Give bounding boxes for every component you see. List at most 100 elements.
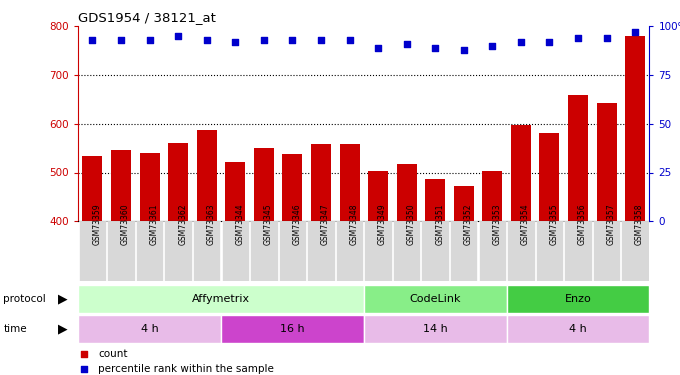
Bar: [482, 171, 503, 221]
Bar: [596, 103, 617, 221]
Point: [258, 37, 269, 43]
Bar: [622, 221, 649, 281]
Text: GDS1954 / 38121_at: GDS1954 / 38121_at: [78, 12, 216, 24]
Bar: [368, 171, 388, 221]
Bar: [79, 221, 106, 281]
Text: GSM73352: GSM73352: [464, 204, 473, 245]
Bar: [454, 186, 474, 221]
Text: GSM73359: GSM73359: [92, 203, 101, 245]
Bar: [507, 315, 649, 343]
Bar: [307, 221, 335, 281]
Bar: [625, 36, 645, 221]
Point: [573, 35, 583, 41]
Text: protocol: protocol: [3, 294, 46, 304]
Bar: [393, 221, 420, 281]
Bar: [139, 153, 160, 221]
Text: ▶: ▶: [58, 293, 68, 306]
Bar: [593, 221, 620, 281]
Text: GSM73345: GSM73345: [264, 203, 273, 245]
Bar: [450, 221, 477, 281]
Text: GSM73344: GSM73344: [235, 203, 244, 245]
Bar: [364, 285, 507, 313]
Bar: [564, 221, 592, 281]
Text: GSM73347: GSM73347: [321, 203, 330, 245]
Bar: [511, 125, 531, 221]
Text: GSM73360: GSM73360: [121, 203, 130, 245]
Point: [410, 166, 421, 172]
Bar: [396, 164, 417, 221]
Bar: [168, 143, 188, 221]
Text: ▶: ▶: [58, 323, 68, 336]
Text: GSM73356: GSM73356: [578, 203, 587, 245]
Bar: [221, 315, 364, 343]
Bar: [364, 221, 392, 281]
Text: Enzo: Enzo: [564, 294, 592, 304]
Bar: [78, 315, 221, 343]
Text: GSM73353: GSM73353: [492, 203, 501, 245]
Point: [344, 37, 355, 43]
Bar: [507, 285, 649, 313]
Point: [630, 29, 641, 35]
Text: GSM73351: GSM73351: [435, 204, 444, 245]
Bar: [539, 132, 560, 221]
Text: GSM73349: GSM73349: [378, 203, 387, 245]
Bar: [82, 156, 103, 221]
Bar: [250, 221, 277, 281]
Bar: [136, 221, 163, 281]
Bar: [279, 221, 306, 281]
Text: 16 h: 16 h: [280, 324, 305, 334]
Point: [316, 37, 326, 43]
Bar: [536, 221, 563, 281]
Bar: [222, 221, 249, 281]
Bar: [311, 144, 331, 221]
Point: [401, 41, 412, 47]
Text: Affymetrix: Affymetrix: [192, 294, 250, 304]
Bar: [282, 154, 303, 221]
Point: [230, 39, 241, 45]
Point: [458, 46, 469, 53]
Text: GSM73348: GSM73348: [350, 204, 358, 245]
Text: 4 h: 4 h: [141, 324, 158, 334]
Bar: [425, 179, 445, 221]
Bar: [165, 221, 192, 281]
Point: [544, 39, 555, 45]
Text: GSM73358: GSM73358: [635, 204, 644, 245]
Text: count: count: [98, 349, 128, 359]
Text: GSM73357: GSM73357: [607, 203, 615, 245]
Point: [430, 45, 441, 51]
Text: GSM73350: GSM73350: [407, 203, 415, 245]
Bar: [111, 150, 131, 221]
Bar: [193, 221, 220, 281]
Point: [410, 307, 421, 313]
Text: 14 h: 14 h: [423, 324, 447, 334]
Text: GSM73363: GSM73363: [207, 203, 216, 245]
Bar: [479, 221, 506, 281]
Bar: [422, 221, 449, 281]
Point: [515, 39, 526, 45]
Point: [144, 37, 155, 43]
Bar: [197, 130, 217, 221]
Point: [201, 37, 212, 43]
Point: [601, 35, 612, 41]
Point: [173, 33, 184, 39]
Bar: [225, 162, 245, 221]
Text: GSM73362: GSM73362: [178, 204, 187, 245]
Point: [116, 37, 126, 43]
Text: GSM73354: GSM73354: [521, 203, 530, 245]
Bar: [336, 221, 363, 281]
Bar: [507, 221, 534, 281]
Bar: [107, 221, 135, 281]
Text: GSM73361: GSM73361: [150, 204, 158, 245]
Point: [487, 43, 498, 49]
Point: [287, 37, 298, 43]
Text: percentile rank within the sample: percentile rank within the sample: [98, 364, 274, 374]
Point: [373, 45, 384, 51]
Text: GSM73346: GSM73346: [292, 203, 301, 245]
Text: CodeLink: CodeLink: [409, 294, 461, 304]
Point: [87, 37, 98, 43]
Bar: [364, 315, 507, 343]
Bar: [568, 94, 588, 221]
Bar: [78, 285, 364, 313]
Text: GSM73355: GSM73355: [549, 203, 558, 245]
Text: 4 h: 4 h: [569, 324, 587, 334]
